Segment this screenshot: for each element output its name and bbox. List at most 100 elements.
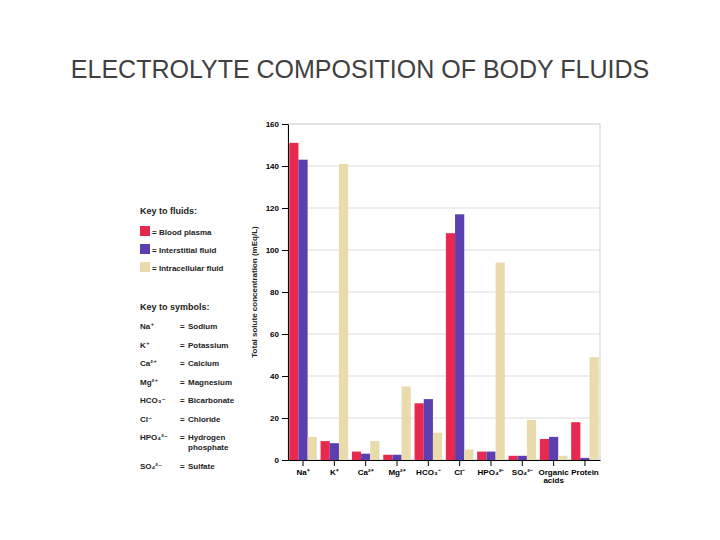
y-axis: 0 20 40 60 80 100 120 140 160: [266, 120, 289, 465]
plot-area: [288, 124, 600, 460]
symbol: K⁺: [140, 341, 150, 350]
tick-mark: [282, 208, 288, 209]
bar: [361, 454, 370, 460]
tick-label: 40: [270, 372, 279, 381]
legend-separator: =: [152, 264, 157, 273]
tick-label: K⁺: [330, 468, 339, 477]
tick: SO₄²⁻: [512, 460, 533, 477]
tick-mark: [282, 292, 288, 293]
symbol-meaning: Calcium: [188, 359, 219, 368]
tick-label: SO₄²⁻: [512, 468, 533, 477]
legend-label: Blood plasma: [159, 228, 212, 237]
grid-line: [288, 124, 600, 125]
symbol-meaning: Chloride: [188, 415, 221, 424]
chart: ELECTROLYTE COMPOSITION OF BODY FLUIDS02…: [0, 0, 720, 540]
grid-line: [288, 208, 600, 209]
symbols-title: Key to symbols:: [140, 302, 210, 312]
legend-title: Key to fluids:: [140, 206, 197, 216]
symbol: Ca²⁺: [140, 359, 157, 368]
axis-line: [288, 125, 289, 461]
tick: 60: [270, 330, 288, 339]
tick-mark: [365, 460, 366, 466]
bar: [415, 403, 424, 460]
tick-label: 160: [266, 120, 280, 129]
symbol-meaning: Sulfate: [188, 462, 215, 471]
tick: Ca²⁺: [358, 460, 374, 477]
symbol-separator: =: [180, 341, 185, 350]
symbol-separator: =: [180, 462, 185, 471]
grid-line: [288, 418, 600, 419]
bar: [496, 263, 505, 460]
tick: Cl⁻: [454, 460, 465, 477]
symbol-meaning: Potassium: [188, 341, 228, 350]
tick-label: Cl⁻: [454, 468, 465, 477]
tick: K⁺: [330, 460, 339, 477]
bar: [298, 160, 307, 460]
tick: HPO₄²⁻: [478, 460, 505, 477]
tick-label: Na⁺: [296, 468, 309, 477]
tick-mark: [303, 460, 304, 466]
tick: 120: [266, 204, 288, 213]
tick: 140: [266, 162, 288, 171]
bar: [289, 143, 298, 460]
bar: [424, 399, 433, 460]
tick-mark: [282, 460, 288, 461]
tick-label: Organicacids: [539, 468, 570, 486]
tick-mark: [282, 124, 288, 125]
bar: [370, 441, 379, 460]
symbol-separator: =: [180, 378, 185, 387]
tick-mark: [397, 460, 398, 466]
tick: Mg²⁺: [388, 460, 405, 477]
grid-line: [288, 334, 600, 335]
bar: [352, 452, 361, 460]
bar: [433, 433, 442, 460]
tick-mark: [584, 460, 585, 466]
symbol: Cl⁻: [140, 415, 152, 424]
tick-mark: [553, 460, 554, 466]
tick-label: 80: [270, 288, 279, 297]
tick: Organicacids: [539, 460, 570, 485]
tick-mark: [282, 166, 288, 167]
tick: HCO₃⁻: [416, 460, 440, 477]
symbol-meaning: Bicarbonate: [188, 396, 235, 405]
bar: [446, 233, 455, 460]
legend-swatch: [140, 244, 150, 254]
symbol-separator: =: [180, 415, 185, 424]
legend-label: Interstitial fluid: [159, 246, 216, 255]
tick-label: Ca²⁺: [358, 468, 374, 477]
grid-line: [288, 376, 600, 377]
bar: [558, 456, 567, 460]
bars: [289, 143, 598, 460]
tick-mark: [459, 460, 460, 466]
symbol-separator: =: [180, 322, 185, 331]
y-axis-title: Total solute concentration (mEq/L): [250, 226, 259, 358]
tick-mark: [522, 460, 523, 466]
bar: [486, 452, 495, 460]
tick: 80: [270, 288, 288, 297]
bar: [549, 437, 558, 460]
grid-line: [288, 250, 600, 251]
tick: 0: [275, 456, 288, 465]
tick-mark: [282, 418, 288, 419]
tick-label: HCO₃⁻: [416, 468, 440, 477]
tick: 20: [270, 414, 288, 423]
tick-label: 100: [266, 246, 280, 255]
tick: Protein: [571, 460, 599, 477]
bar: [330, 443, 339, 460]
symbol: SO₄²⁻: [140, 462, 162, 471]
tick-mark: [282, 376, 288, 377]
tick-mark: [334, 460, 335, 466]
tick-mark: [428, 460, 429, 466]
bar: [455, 214, 464, 460]
bar: [540, 439, 549, 460]
bar: [402, 387, 411, 461]
tick-label: 140: [266, 162, 280, 171]
tick-mark: [282, 334, 288, 335]
grid-line: [288, 292, 600, 293]
tick-mark: [282, 250, 288, 251]
tick-label: Mg²⁺: [388, 468, 405, 477]
tick-label: 120: [266, 204, 280, 213]
symbol-meaning: Magnesium: [188, 378, 232, 387]
tick-label: 0: [275, 456, 280, 465]
legend-swatch: [140, 226, 150, 236]
